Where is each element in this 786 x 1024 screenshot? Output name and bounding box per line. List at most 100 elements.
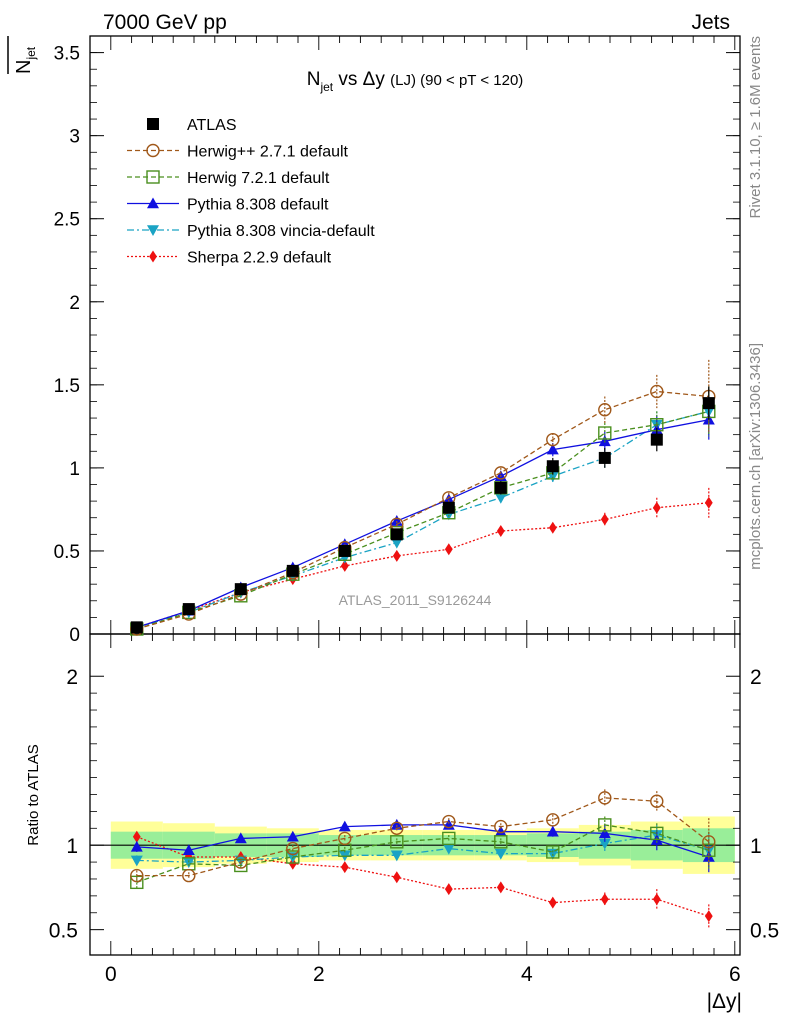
main-data-point (442, 501, 455, 514)
legend-marker (146, 170, 160, 184)
main-series-line (136, 419, 709, 628)
ratio-data-point (546, 825, 559, 837)
main-y-tick-label: 0.5 (54, 542, 80, 563)
main-data-point (598, 403, 612, 417)
main-data-point (702, 397, 715, 410)
ratio-data-point (390, 850, 403, 862)
x-tick-label: 4 (521, 963, 533, 986)
ratio-y-tick-label-right: 1 (750, 835, 762, 858)
ratio-y-tick-label: 1 (66, 835, 78, 858)
ratio-data-point (286, 841, 300, 856)
legend-entry: Pythia 8.308 default (127, 197, 329, 214)
main-data-point (598, 426, 612, 440)
ratio-data-point (546, 845, 560, 859)
legend-marker (147, 118, 159, 130)
ratio-data-point (702, 835, 716, 849)
ratio-data-point (286, 850, 300, 864)
rivet-label: Rivet 3.1.10, ≥ 1.6M events (747, 36, 764, 219)
main-series-atlas (130, 386, 715, 634)
ratio-series-herwig-2-7-1-default (130, 789, 716, 883)
main-data-point (546, 443, 559, 455)
ratio-data-point (182, 857, 195, 869)
ratio-data-point (130, 875, 144, 890)
ratio-data-point (704, 910, 713, 923)
ratio-data-point (442, 831, 456, 846)
main-data-point (130, 621, 143, 634)
ratio-data-point (390, 818, 403, 830)
ratio-data-point (182, 857, 196, 871)
ratio-y-tick-label-right: 2 (750, 666, 762, 689)
ratio-data-point (392, 871, 401, 884)
ratio-data-point (442, 814, 456, 829)
ratio-data-point (234, 855, 247, 867)
legend-entry: ATLAS (147, 117, 237, 134)
ratio-data-point (548, 896, 557, 909)
legend-entry: Sherpa 2.2.9 default (127, 250, 332, 267)
ratio-plot-frame (89, 633, 741, 956)
legend-marker (147, 225, 159, 236)
main-y-tick-label: 1.5 (54, 376, 80, 397)
main-data-point (286, 564, 299, 577)
main-y-tick-label: 3 (69, 127, 80, 148)
legend-entry: Herwig++ 2.7.1 default (127, 144, 349, 161)
ratio-data-point (598, 838, 611, 850)
main-data-point (496, 525, 505, 538)
legend-label: Pythia 8.308 vincia-default (187, 223, 375, 240)
ratio-series-line (136, 834, 709, 863)
ratio-data-point (494, 835, 508, 849)
main-data-point (444, 543, 453, 556)
ratio-y-tick-label: 2 (66, 666, 78, 689)
ratio-data-point (600, 893, 609, 906)
ratio-data-point (234, 832, 247, 844)
plot-title: Njet vs Δy (LJ) (90 < pT < 120) (307, 69, 524, 94)
ratio-series-sherpa-2-2-9-default (132, 830, 713, 928)
ratio-data-point (598, 791, 612, 805)
main-data-point (234, 583, 247, 596)
ratio-data-point (130, 868, 144, 883)
main-data-point (182, 603, 195, 616)
main-series-line (136, 410, 709, 630)
ratio-series-line (136, 824, 710, 883)
ratio-y-tick-label: 0.5 (49, 920, 78, 943)
analysis-watermark: ATLAS_2011_S9126244 (339, 592, 492, 608)
ratio-data-point (390, 821, 404, 835)
ratio-data-point (338, 820, 351, 832)
main-data-point (494, 466, 508, 480)
ratio-data-point (652, 893, 661, 906)
ratio-data-point (182, 868, 196, 883)
main-data-point (546, 460, 559, 473)
ratio-data-point (598, 827, 611, 839)
ratio-data-point (338, 843, 352, 857)
legend-label: Herwig++ 2.7.1 default (187, 144, 349, 161)
ratio-data-point (130, 855, 143, 867)
svg-text:Njet: Njet (13, 46, 38, 74)
main-y-tick-label: 1 (69, 459, 80, 480)
main-series-line (136, 390, 709, 630)
ratio-data-point (286, 830, 299, 842)
main-data-point (494, 492, 507, 504)
main-data-point (704, 496, 713, 509)
ratio-data-point (650, 794, 664, 808)
ratio-data-point (546, 813, 560, 827)
main-data-point (442, 493, 455, 505)
main-data-point (600, 513, 609, 526)
ratio-data-point (442, 843, 455, 855)
header-left: 7000 GeV pp (103, 11, 227, 34)
ratio-y-tick-label-right: 0.5 (750, 920, 779, 943)
legend-entry: Herwig 7.2.1 default (127, 170, 330, 187)
main-data-point (494, 481, 507, 494)
main-y-tick-label: 2.5 (54, 210, 80, 231)
ratio-data-point (496, 881, 505, 894)
main-y-axis-label: Njet (7, 36, 38, 74)
legend-marker (149, 250, 157, 263)
legend-label: Pythia 8.308 default (187, 197, 329, 214)
main-data-point (650, 384, 664, 399)
main-data-point (652, 501, 661, 514)
main-data-point (340, 559, 349, 572)
ratio-data-point (494, 825, 507, 837)
x-tick-label: 2 (313, 963, 325, 986)
main-data-point (338, 544, 351, 557)
ratio-data-point (288, 857, 297, 870)
ratio-data-point (340, 861, 349, 874)
